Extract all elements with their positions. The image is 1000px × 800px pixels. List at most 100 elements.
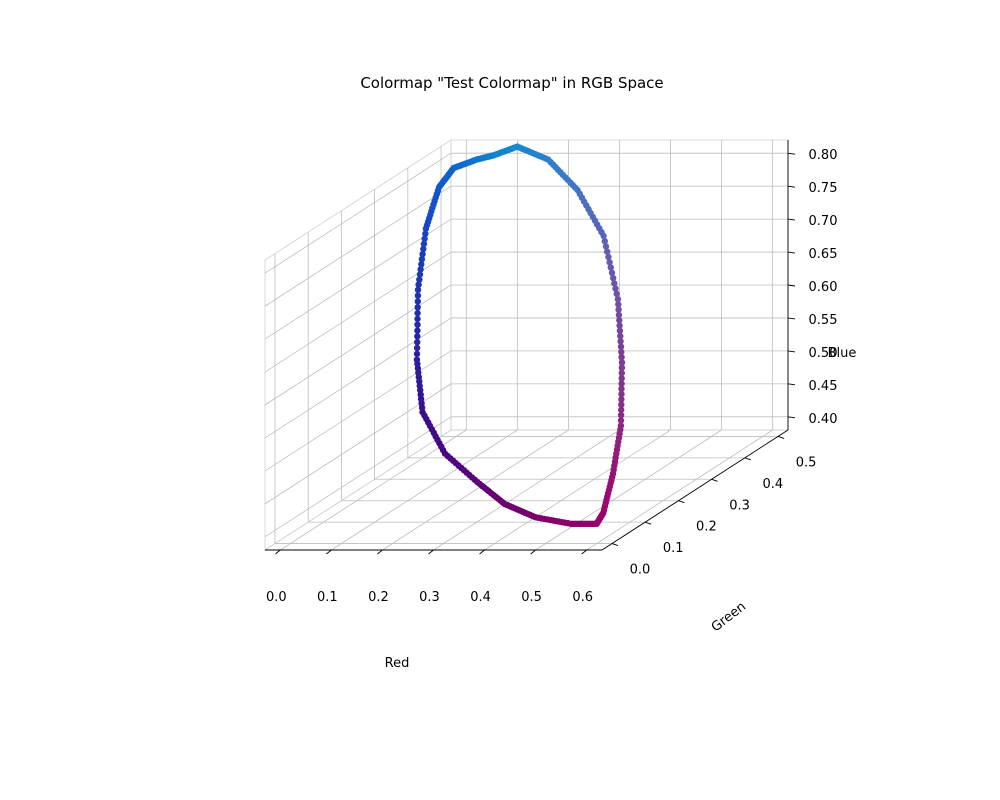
data-point <box>420 245 427 253</box>
x-tick-mark <box>530 549 536 555</box>
grid-line-x-floor <box>280 429 467 551</box>
data-point <box>604 248 611 255</box>
x-axis-label: Red <box>385 656 410 671</box>
data-point <box>418 261 425 268</box>
data-point <box>617 412 625 419</box>
y-tick-label: 0.0 <box>630 563 651 578</box>
data-point <box>422 230 429 237</box>
z-tick-mark <box>787 152 796 155</box>
data-point <box>601 238 608 245</box>
y-tick-label: 0.4 <box>762 477 783 492</box>
x-tick-label: 0.6 <box>572 590 593 605</box>
z-axis-label: Blue <box>828 346 857 361</box>
data-point <box>616 317 623 324</box>
data-point <box>416 276 423 283</box>
data-point <box>419 250 426 258</box>
data-point <box>615 311 623 319</box>
data-point <box>414 321 421 328</box>
data-point <box>607 264 614 271</box>
grid-lines <box>264 140 788 551</box>
data-point <box>613 290 620 298</box>
axes-panes <box>263 139 790 551</box>
z-tick-label: 0.55 <box>809 313 838 328</box>
x-tick-mark <box>326 549 332 555</box>
data-point <box>413 350 421 358</box>
data-point <box>605 253 612 261</box>
data-point <box>414 315 421 323</box>
data-point <box>413 344 421 352</box>
z-tick-label: 0.75 <box>809 181 838 196</box>
z-tick-label: 0.70 <box>809 214 838 229</box>
data-point <box>617 343 625 350</box>
z-tick-label: 0.80 <box>809 148 838 163</box>
grid-line-x-floor <box>331 429 518 551</box>
grid-line-x-floor <box>484 429 671 551</box>
data-points <box>413 143 626 527</box>
data-point <box>492 151 499 158</box>
x-tick-mark <box>479 549 485 555</box>
grid-line-x-floor <box>433 429 620 551</box>
x-tick-mark <box>377 549 383 555</box>
x-tick-label: 0.0 <box>266 590 287 605</box>
x-tick-label: 0.1 <box>317 590 338 605</box>
data-point <box>618 390 625 398</box>
x-tick-mark <box>428 549 434 555</box>
left-pane <box>264 139 452 551</box>
z-tick-label: 0.65 <box>809 247 838 262</box>
z-tick-label: 0.40 <box>809 412 838 427</box>
data-point <box>616 322 623 329</box>
data-point <box>602 243 610 250</box>
z-tick-mark <box>787 383 796 386</box>
data-point <box>418 256 426 263</box>
data-point <box>414 286 422 293</box>
y-axis-label: Green <box>709 599 749 635</box>
data-point <box>618 354 625 361</box>
data-point <box>414 292 422 299</box>
data-point <box>614 296 622 303</box>
data-point <box>618 406 625 414</box>
y-tick-mark <box>777 436 785 439</box>
data-point <box>414 309 421 317</box>
data-point <box>618 380 625 387</box>
grid-line-z-left <box>264 218 452 340</box>
chart-title: Colormap "Test Colormap" in RGB Space <box>360 74 663 92</box>
data-point <box>615 306 622 313</box>
z-tick-label: 0.50 <box>809 346 838 361</box>
grid-line-x-floor <box>535 429 722 551</box>
z-tick-label: 0.60 <box>809 280 838 295</box>
data-point <box>617 422 625 429</box>
x-tick-label: 0.3 <box>419 590 440 605</box>
y-tick-label: 0.3 <box>729 498 750 513</box>
tick-labels: 0.0 0.1 0.2 0.3 0.4 0.5 0.60.00.10.20.30.40.50… <box>266 148 838 605</box>
data-point <box>420 240 428 248</box>
y-axis-line <box>601 429 789 551</box>
data-point <box>618 385 625 392</box>
data-point <box>617 417 625 424</box>
z-tick-mark <box>787 416 796 419</box>
grid-line-z-left <box>264 152 452 274</box>
grid-line-z-left <box>264 416 452 538</box>
data-point <box>612 285 619 292</box>
y-tick-mark <box>645 521 652 525</box>
x-tick-mark <box>581 549 587 555</box>
data-point <box>421 235 428 243</box>
grid-line-z-left <box>264 317 452 439</box>
y-tick-label: 0.2 <box>696 520 717 535</box>
grid-line-x-floor <box>586 429 773 551</box>
data-point <box>414 333 421 340</box>
data-point <box>608 269 616 276</box>
grid-line-x-floor <box>382 429 569 551</box>
data-point <box>416 271 424 278</box>
z-tick-mark <box>787 317 796 320</box>
y-tick-mark <box>711 478 718 482</box>
data-point <box>414 298 421 305</box>
grid-line-z-left <box>264 185 452 307</box>
data-point <box>617 332 624 340</box>
z-tick-mark <box>787 185 796 188</box>
data-point <box>618 364 626 371</box>
x-tick-label: 0.2 <box>368 590 389 605</box>
data-point <box>611 280 618 287</box>
data-point <box>618 375 625 382</box>
